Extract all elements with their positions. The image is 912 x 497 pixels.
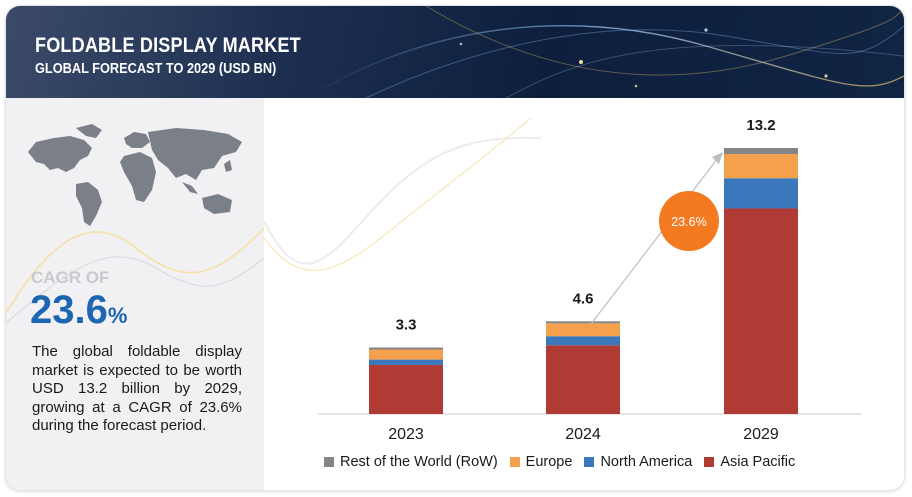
page-subtitle: GLOBAL FORECAST TO 2029 (USD BN) bbox=[35, 61, 277, 77]
legend-item: Asia Pacific bbox=[704, 454, 795, 470]
total-value-label: 3.3 bbox=[396, 317, 417, 334]
bar-segment-2023-rest-of-the-world-row- bbox=[369, 347, 443, 350]
cagr-bubble: 23.6% bbox=[659, 191, 719, 251]
legend-swatch bbox=[704, 457, 715, 467]
market-description: The global foldable display market is ex… bbox=[32, 343, 242, 434]
bar-segment-2023-asia-pacific bbox=[369, 365, 443, 414]
world-map-icon bbox=[28, 124, 242, 226]
chart-decorative-waves bbox=[263, 117, 542, 271]
header-banner: FOLDABLE DISPLAY MARKET GLOBAL FORECAST … bbox=[6, 6, 904, 98]
bar-segment-2029-north-america bbox=[724, 178, 798, 209]
legend-label: North America bbox=[600, 454, 693, 470]
bar-segment-2023-north-america bbox=[369, 359, 443, 366]
infographic-card: FOLDABLE DISPLAY MARKET GLOBAL FORECAST … bbox=[6, 6, 904, 490]
bar-segment-2024-europe bbox=[546, 323, 620, 337]
cagr-unit: % bbox=[107, 303, 128, 328]
bar-segment-2023-europe bbox=[369, 349, 443, 360]
total-value-label: 4.6 bbox=[573, 290, 594, 307]
legend-swatch bbox=[324, 457, 334, 467]
legend-label: Rest of the World (RoW) bbox=[340, 454, 498, 470]
bar-segment-2029-asia-pacific bbox=[724, 208, 798, 414]
legend-item: Europe bbox=[509, 454, 573, 470]
bar-segment-2029-rest-of-the-world-row- bbox=[724, 148, 798, 155]
bar-segment-2024-rest-of-the-world-row- bbox=[546, 321, 620, 324]
x-tick-label: 2024 bbox=[565, 426, 601, 443]
bar-segment-2024-asia-pacific bbox=[546, 345, 620, 414]
legend-label: Asia Pacific bbox=[720, 454, 796, 470]
stacked-bar-chart: 23.6% 3.3 2023 4.6 2024 13.2 2029 bbox=[263, 117, 861, 443]
legend-label: Europe bbox=[525, 454, 573, 470]
bar-segment-2029-europe bbox=[724, 154, 798, 179]
legend-item: Rest of the World (RoW) bbox=[324, 454, 498, 470]
growth-arrow bbox=[590, 152, 723, 325]
cagr-bubble-label: 23.6% bbox=[671, 215, 706, 229]
legend-item: North America bbox=[584, 454, 692, 470]
total-value-label: 13.2 bbox=[746, 117, 775, 134]
cagr-value: 23.6% bbox=[30, 288, 127, 333]
x-tick-label: 2029 bbox=[743, 426, 779, 443]
page-title: FOLDABLE DISPLAY MARKET bbox=[35, 34, 301, 57]
bar-segment-2024-north-america bbox=[546, 336, 620, 346]
legend-swatch bbox=[509, 457, 520, 467]
chart-legend: Rest of the World (RoW) Europe North Ameri… bbox=[324, 453, 807, 471]
summary-panel: CAGR OF 23.6% The global foldable displa… bbox=[6, 98, 264, 490]
cagr-label: CAGR OF bbox=[31, 268, 110, 287]
header-light-streaks bbox=[305, 6, 904, 98]
cagr-number: 23.6 bbox=[30, 288, 108, 332]
decorative-wave bbox=[6, 227, 264, 324]
legend-swatch bbox=[584, 457, 595, 467]
x-tick-label: 2023 bbox=[388, 426, 424, 443]
